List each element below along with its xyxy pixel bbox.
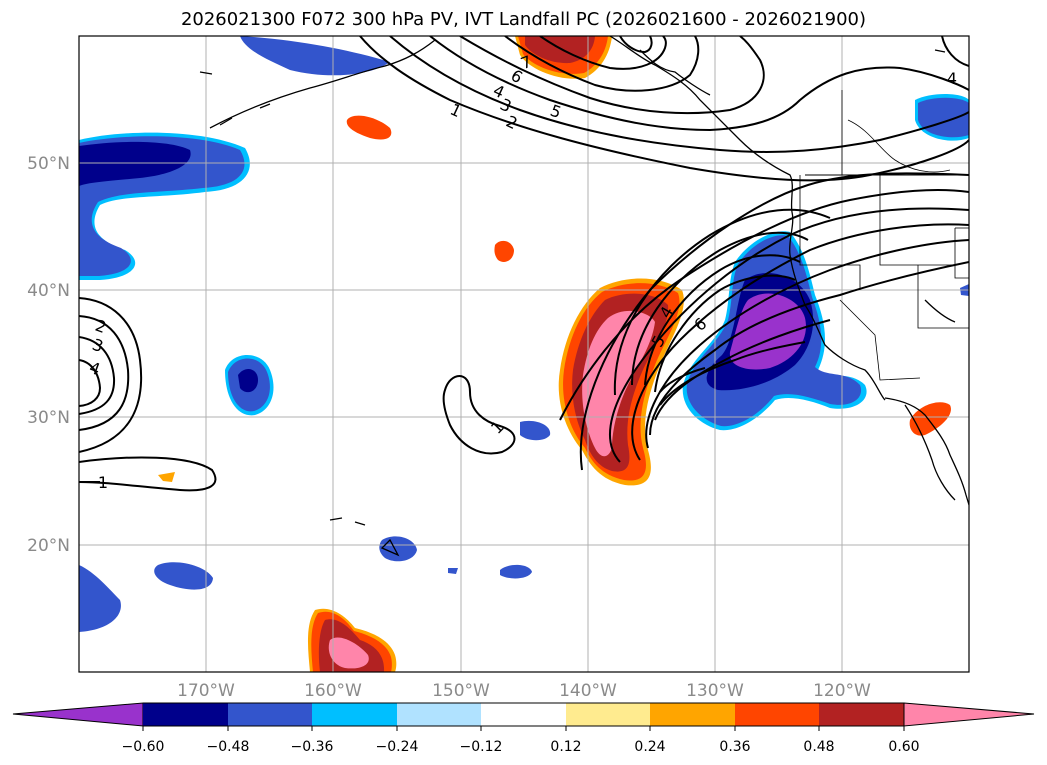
contour-label: 5 bbox=[548, 101, 564, 122]
colorbar-tick-label: −0.48 bbox=[207, 739, 250, 755]
contour-label: 3 bbox=[90, 335, 106, 356]
lat-label: 20°N bbox=[27, 536, 70, 556]
lat-label: 50°N bbox=[27, 154, 70, 174]
contour-label: 6 bbox=[690, 314, 710, 335]
positive-shading bbox=[158, 36, 951, 672]
colorbar-tick-label: −0.24 bbox=[376, 739, 419, 755]
map-title: 2026021300 F072 300 hPa PV, IVT Landfall… bbox=[180, 9, 867, 30]
colorbar-tick-label: −0.12 bbox=[460, 739, 503, 755]
colorbar-tick-label: 0.60 bbox=[888, 739, 919, 755]
map-area: 7 6 5 4 3 2 1 4 2 3 4 1 1 4 5 6 bbox=[79, 36, 969, 672]
lon-label: 160°W bbox=[304, 681, 362, 701]
colorbar-extend-high bbox=[903, 702, 1035, 727]
pv-contours bbox=[79, 36, 969, 492]
colorbar-bin bbox=[566, 703, 650, 726]
lon-label: 140°W bbox=[559, 681, 617, 701]
colorbar-tick-label: 0.36 bbox=[719, 739, 750, 755]
colorbar-bin bbox=[650, 703, 735, 726]
lon-label: 120°W bbox=[813, 681, 871, 701]
graticule bbox=[79, 36, 969, 672]
colorbar-bin bbox=[228, 703, 312, 726]
negative-shading bbox=[79, 36, 969, 632]
colorbar-extend-low bbox=[12, 702, 144, 727]
contour-label: 4 bbox=[947, 69, 957, 88]
colorbar-bin bbox=[735, 703, 819, 726]
colorbar-tick-label: −0.60 bbox=[122, 739, 165, 755]
contour-label: 4 bbox=[87, 358, 103, 379]
lat-label: 30°N bbox=[27, 408, 70, 428]
lon-label: 150°W bbox=[432, 681, 490, 701]
colorbar-bin bbox=[481, 703, 566, 726]
colorbar-bin bbox=[397, 703, 481, 726]
colorbar: −0.60 −0.48 −0.36 −0.24 −0.12 0.12 0.24 … bbox=[12, 702, 1035, 755]
colorbar-ticks bbox=[142, 726, 905, 731]
colorbar-tick-label: −0.36 bbox=[291, 739, 334, 755]
colorbar-tick-label: 0.48 bbox=[803, 739, 834, 755]
colorbar-tick-label: 0.24 bbox=[634, 739, 665, 755]
contour-label: 1 bbox=[98, 473, 108, 492]
contour-label: 1 bbox=[447, 100, 464, 122]
colorbar-bin bbox=[312, 703, 397, 726]
latitude-labels: 50°N 40°N 30°N 20°N bbox=[27, 154, 70, 556]
lat-label: 40°N bbox=[27, 281, 70, 301]
map-frame bbox=[78, 35, 970, 673]
colorbar-bin bbox=[819, 703, 904, 726]
longitude-labels: 170°W 160°W 150°W 140°W 130°W 120°W bbox=[177, 681, 871, 701]
coastlines bbox=[199, 36, 969, 557]
lon-label: 170°W bbox=[177, 681, 235, 701]
colorbar-tick-label: 0.12 bbox=[550, 739, 581, 755]
colorbar-bin bbox=[143, 703, 228, 726]
lon-label: 130°W bbox=[686, 681, 744, 701]
